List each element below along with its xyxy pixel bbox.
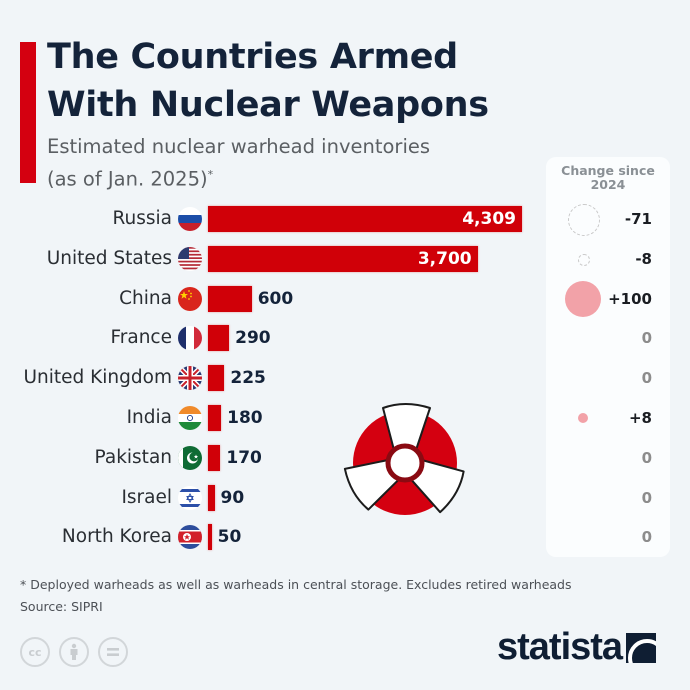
value-label: 290 bbox=[235, 328, 271, 349]
license-icons: cc bbox=[20, 637, 128, 667]
bar-row-france: France 290 bbox=[0, 323, 540, 353]
decrease-bubble-icon bbox=[577, 253, 591, 266]
bar-row-israel: Israel 90 bbox=[0, 483, 540, 513]
country-label: Russia bbox=[112, 208, 172, 229]
pakistan-flag-icon bbox=[178, 445, 202, 470]
title-line-1: The Countries Armed bbox=[47, 37, 458, 77]
bar bbox=[208, 524, 212, 551]
change-value: 0 bbox=[641, 448, 652, 467]
change-row: 0 bbox=[546, 323, 670, 353]
bar bbox=[208, 325, 230, 352]
bar bbox=[208, 484, 215, 511]
increase-bubble-icon bbox=[577, 412, 589, 424]
change-row: 0 bbox=[546, 483, 670, 513]
country-label: China bbox=[119, 287, 172, 309]
change-value: 0 bbox=[641, 329, 652, 348]
subtitle-line-1: Estimated nuclear warhead inventories bbox=[47, 135, 431, 158]
change-row: 0 bbox=[546, 522, 670, 552]
change-value: 0 bbox=[641, 369, 652, 388]
bar-row-united-kingdom: United Kingdom 225 bbox=[0, 363, 540, 393]
country-label: United States bbox=[46, 247, 172, 269]
statista-logo[interactable]: statista bbox=[497, 626, 657, 669]
change-row: 0 bbox=[546, 363, 670, 393]
change-row: 0 bbox=[546, 443, 670, 473]
russia-flag-icon bbox=[178, 207, 202, 231]
value-label: 3,700 bbox=[417, 248, 472, 269]
country-label: India bbox=[126, 407, 172, 428]
value-label: 225 bbox=[230, 368, 266, 389]
bar-row-china: China 600 bbox=[0, 284, 540, 314]
france-flag-icon bbox=[178, 326, 202, 351]
north-korea-flag-icon bbox=[178, 525, 202, 550]
title-accent-bar bbox=[20, 42, 36, 183]
country-label: Pakistan bbox=[94, 446, 172, 468]
value-label: 170 bbox=[226, 447, 262, 468]
change-title-line-1: Change since bbox=[561, 163, 655, 178]
india-flag-icon bbox=[178, 406, 202, 430]
statista-mark-icon bbox=[626, 632, 657, 663]
decrease-bubble-icon bbox=[567, 203, 601, 237]
bar-row-north-korea: North Korea 50 bbox=[0, 522, 540, 552]
bar bbox=[208, 245, 478, 272]
subtitle-line-2: (as of Jan. 2025) bbox=[47, 167, 208, 191]
change-value: +8 bbox=[628, 409, 652, 427]
bar bbox=[208, 206, 522, 232]
value-label: 90 bbox=[220, 487, 245, 508]
country-label: France bbox=[110, 327, 172, 349]
attribution-icon[interactable] bbox=[59, 637, 89, 667]
bar-row-india: India 180 bbox=[0, 403, 540, 433]
person-glyph bbox=[70, 643, 78, 660]
increase-bubble-icon bbox=[565, 280, 601, 317]
chart-subtitle: Estimated nuclear warhead inventories (as… bbox=[47, 133, 430, 194]
change-value: -8 bbox=[635, 249, 652, 268]
change-panel-title: Change since 2024 bbox=[546, 164, 670, 192]
value-label: 50 bbox=[217, 527, 242, 548]
equals-glyph bbox=[107, 648, 119, 656]
title-line-2: With Nuclear Weapons bbox=[47, 85, 489, 125]
bar-row-united-states: United States 3,700 bbox=[0, 244, 540, 274]
israel-flag-icon bbox=[178, 485, 202, 510]
source-note: Source: SIPRI bbox=[20, 599, 103, 614]
bar-row-russia: Russia 4,309 bbox=[0, 204, 540, 234]
change-row: -8 bbox=[546, 244, 670, 274]
change-value: 0 bbox=[641, 488, 652, 507]
bar bbox=[208, 444, 221, 471]
usa-flag-icon bbox=[178, 246, 202, 271]
change-value: -71 bbox=[624, 210, 652, 228]
radiation-symbol-icon bbox=[343, 403, 465, 515]
china-flag-icon bbox=[178, 286, 202, 311]
change-panel: Change since 2024 -71 -8 +100 0 0 +8 0 0 0 bbox=[546, 157, 670, 557]
value-label: 180 bbox=[227, 408, 263, 428]
bar bbox=[208, 285, 252, 312]
value-label: 600 bbox=[257, 288, 294, 309]
footnote: * Deployed warheads as well as warheads … bbox=[20, 577, 572, 592]
change-row: +100 bbox=[546, 280, 670, 317]
bar bbox=[208, 365, 225, 392]
bar bbox=[208, 405, 222, 431]
bar-row-pakistan: Pakistan 170 bbox=[0, 443, 540, 473]
cc-icon[interactable]: cc bbox=[20, 637, 50, 667]
value-label: 4,309 bbox=[462, 209, 516, 229]
change-value: +100 bbox=[608, 289, 652, 308]
uk-flag-icon bbox=[178, 366, 202, 391]
country-label: Israel bbox=[121, 486, 172, 508]
chart-title: The Countries Armed With Nuclear Weapons bbox=[47, 33, 489, 129]
country-label: North Korea bbox=[61, 526, 172, 548]
change-row: +8 bbox=[546, 403, 670, 433]
footnote-marker: * bbox=[207, 168, 214, 181]
change-title-line-2: 2024 bbox=[590, 177, 626, 192]
cc-text: cc bbox=[28, 645, 42, 659]
brand-name: statista bbox=[497, 626, 623, 668]
change-row: -71 bbox=[546, 203, 670, 237]
no-derivatives-icon[interactable] bbox=[98, 637, 128, 667]
change-value: 0 bbox=[641, 528, 652, 547]
country-label: United Kingdom bbox=[23, 367, 173, 389]
